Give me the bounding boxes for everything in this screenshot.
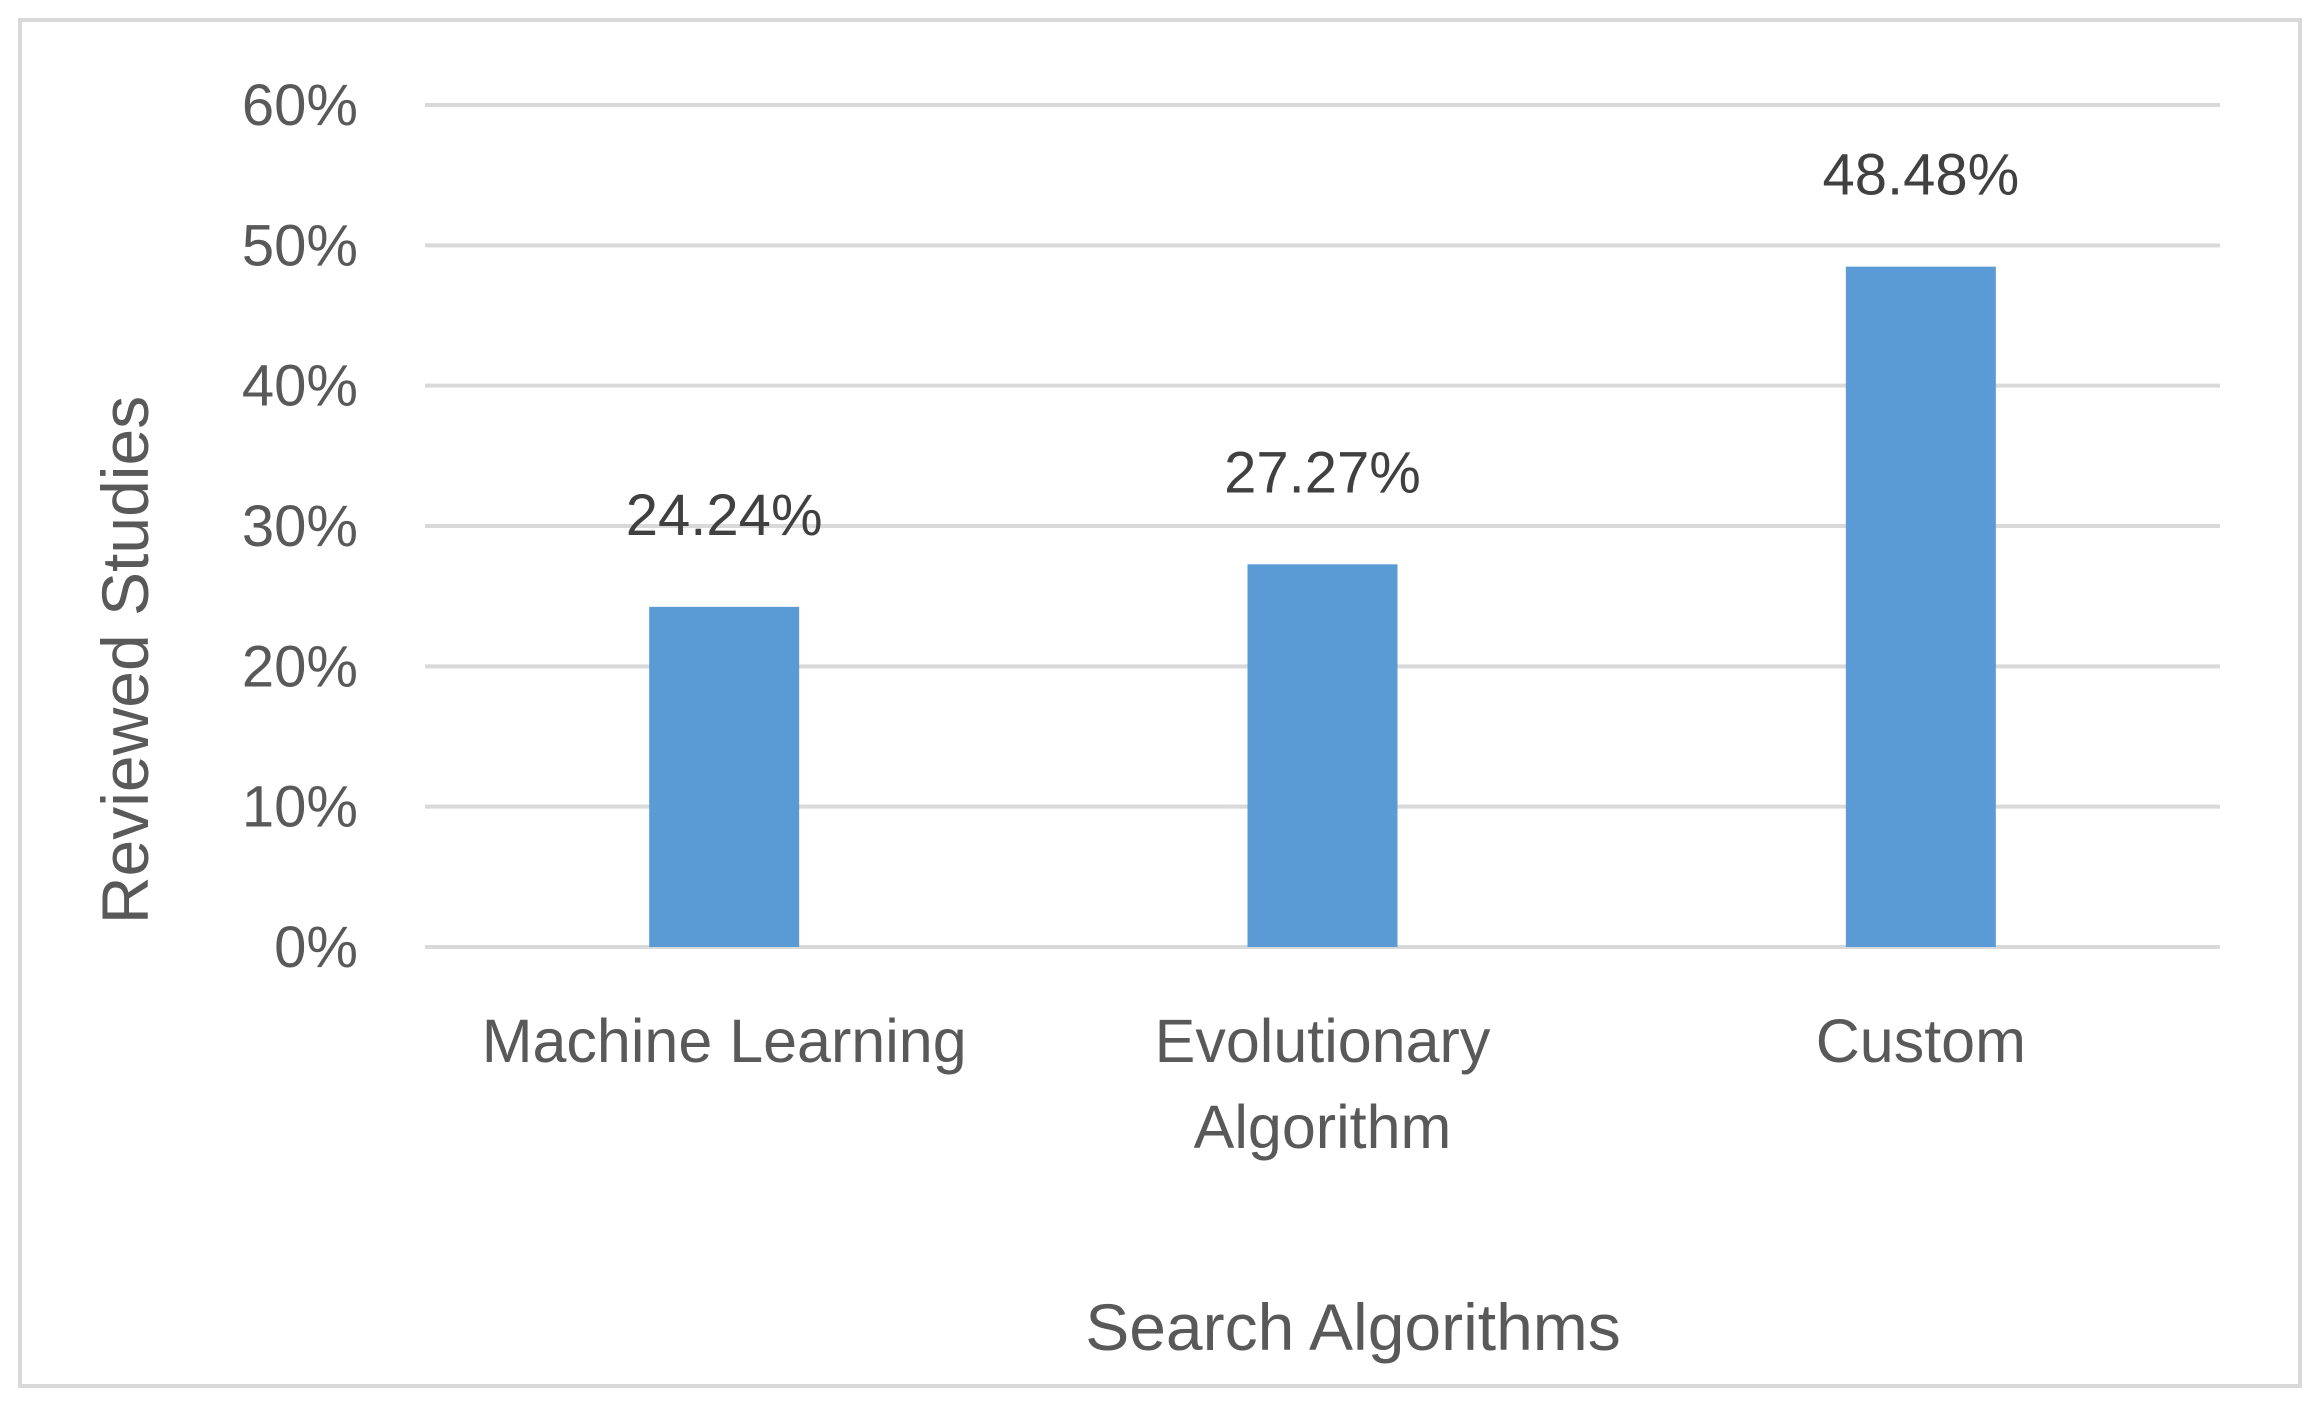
- x-tick-label: Custom: [1816, 1007, 2026, 1075]
- data-label: 48.48%: [1822, 143, 2019, 208]
- y-axis-title: Reviewed Studies: [88, 396, 162, 924]
- data-labels: 24.24% 27.27% 48.48%: [626, 143, 2019, 548]
- y-tick-label: 50%: [242, 213, 358, 278]
- y-tick-label: 30%: [242, 494, 358, 559]
- x-tick-label-line: Machine Learning: [482, 1007, 967, 1075]
- x-axis-title: Search Algorithms: [1085, 1290, 1621, 1364]
- y-tick-label: 0%: [274, 915, 358, 980]
- y-axis-ticks: 0% 10% 20% 30% 40% 50% 60%: [242, 73, 358, 980]
- bar: [649, 606, 800, 947]
- x-tick-label-line: Algorithm: [1194, 1093, 1452, 1161]
- y-tick-label: 10%: [242, 775, 358, 840]
- x-tick-label-line: Evolutionary: [1155, 1007, 1491, 1075]
- bar: [1247, 564, 1398, 947]
- bar: [1845, 266, 1996, 947]
- x-axis-categories: Machine Learning Evolutionary Algorithm Cus…: [482, 1007, 2026, 1161]
- data-label: 24.24%: [626, 483, 823, 548]
- y-tick-label: 40%: [242, 354, 358, 419]
- x-tick-label: Machine Learning: [482, 1007, 967, 1075]
- x-tick-label: Evolutionary Algorithm: [1155, 1007, 1491, 1161]
- data-label: 27.27%: [1224, 440, 1421, 505]
- y-tick-label: 60%: [242, 73, 358, 138]
- bars: [649, 266, 1996, 947]
- x-tick-label-line: Custom: [1816, 1007, 2026, 1075]
- y-tick-label: 20%: [242, 634, 358, 699]
